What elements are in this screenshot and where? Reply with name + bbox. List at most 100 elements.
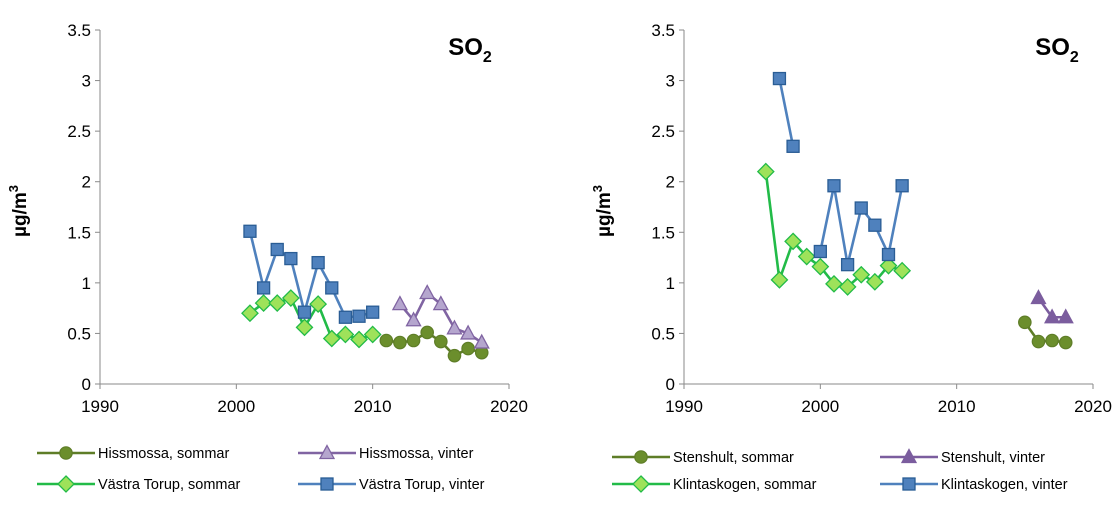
data-point [893, 261, 912, 280]
legend-entry: Stenshult, vinter [880, 448, 1045, 466]
data-point [281, 289, 300, 307]
y-axis-label-superscript: 3 [590, 185, 605, 192]
y-tick-label: 2.5 [651, 122, 675, 141]
legend-label: Klintaskogen, sommar [673, 477, 817, 493]
y-axis-label-text: µg/m [10, 192, 31, 237]
legend-label: Västra Torup, sommar [98, 477, 241, 493]
data-point [460, 324, 477, 340]
data-point [1044, 308, 1061, 324]
legend-entry: Hissmossa, vinter [298, 444, 474, 462]
legend-swatch-marker [59, 446, 73, 460]
x-tick-label: 2010 [354, 397, 392, 416]
y-tick-label: 2 [82, 173, 91, 192]
series-Klintaskogen, vinter [772, 71, 909, 272]
y-tick-label: 1.5 [651, 223, 675, 242]
data-point [391, 295, 409, 311]
data-point [1045, 333, 1059, 348]
y-tick-label: 3 [82, 72, 91, 91]
y-axis-label: µg/m3 [590, 185, 615, 237]
x-tick-label: 2000 [801, 397, 839, 416]
legend-swatch-marker [902, 477, 916, 491]
data-point [432, 295, 449, 311]
data-point [350, 330, 368, 349]
legend-entry: Västra Torup, vinter [298, 477, 485, 493]
y-tick-label: 1.5 [67, 223, 91, 242]
series-line [1023, 321, 1066, 344]
series-Hissmossa, sommar [379, 325, 489, 363]
data-point [311, 255, 325, 270]
data-point [895, 179, 909, 193]
chart-title-subscript: 2 [1070, 49, 1079, 66]
data-point [772, 71, 787, 86]
data-point [419, 284, 436, 300]
data-point [241, 304, 259, 323]
data-point [852, 265, 871, 284]
series-Västra Torup, sommar [241, 289, 382, 349]
data-point [352, 309, 366, 323]
data-point [827, 179, 841, 193]
series-Stenshult, sommar [1018, 315, 1073, 350]
legend-swatch-marker [320, 477, 334, 491]
data-point [322, 329, 341, 348]
data-point [784, 232, 802, 251]
data-point [756, 162, 775, 181]
data-point [336, 325, 355, 344]
chart-title-subscript: 2 [483, 49, 492, 66]
y-tick-label: 3.5 [651, 21, 675, 40]
data-point [1058, 335, 1073, 350]
y-tick-label: 1 [666, 274, 675, 293]
legend-entry: Stenshult, sommar [612, 450, 794, 466]
data-point [1018, 315, 1032, 330]
legend-label: Stenshult, vinter [941, 450, 1045, 466]
data-point [797, 247, 816, 266]
legend-entry: Västra Torup, sommar [37, 475, 241, 493]
y-tick-label: 1 [82, 274, 91, 293]
data-point [243, 224, 257, 238]
data-point [295, 318, 314, 337]
legend-label: Stenshult, sommar [673, 450, 794, 466]
legend-swatch-marker [57, 475, 75, 493]
data-point [770, 270, 789, 289]
x-tick-label: 2000 [217, 397, 255, 416]
data-point [838, 277, 857, 296]
y-tick-label: 0.5 [651, 324, 675, 343]
data-point [366, 305, 380, 319]
y-axis-label-superscript: 3 [6, 185, 21, 192]
y-tick-label: 3.5 [67, 21, 91, 40]
data-point [447, 348, 462, 363]
data-point [1057, 308, 1074, 324]
data-point [461, 341, 475, 356]
x-tick-label: 2020 [490, 397, 528, 416]
legend-swatch-marker [634, 450, 648, 464]
chart-title: SO2 [448, 34, 492, 66]
x-tick-label: 2010 [938, 397, 976, 416]
chart-title-text: SO [448, 34, 483, 61]
y-tick-label: 2 [666, 173, 675, 192]
data-point [268, 294, 287, 313]
legend-label: Hissmossa, vinter [359, 446, 474, 462]
data-point [840, 258, 855, 272]
data-point [297, 305, 312, 319]
chart-title: SO2 [1035, 34, 1079, 66]
legend-label: Klintaskogen, vinter [941, 477, 1068, 493]
legend-entry: Hissmossa, sommar [37, 446, 229, 462]
data-point [825, 274, 843, 293]
legend-swatch-marker [632, 475, 650, 493]
data-point [786, 139, 800, 153]
series-Stenshult, vinter [1030, 289, 1074, 324]
data-point [420, 325, 434, 340]
y-tick-label: 2.5 [67, 122, 91, 141]
data-point [879, 256, 898, 275]
data-point [393, 335, 407, 350]
data-point [473, 333, 490, 349]
legend-swatch-marker [900, 448, 918, 464]
data-point [338, 310, 353, 324]
series-Klintaskogen, sommar [756, 162, 912, 296]
legend-entry: Klintaskogen, vinter [880, 477, 1068, 493]
y-tick-label: 3 [666, 72, 675, 91]
series-Hissmossa, vinter [391, 284, 490, 349]
legend-entry: Klintaskogen, sommar [612, 475, 817, 493]
